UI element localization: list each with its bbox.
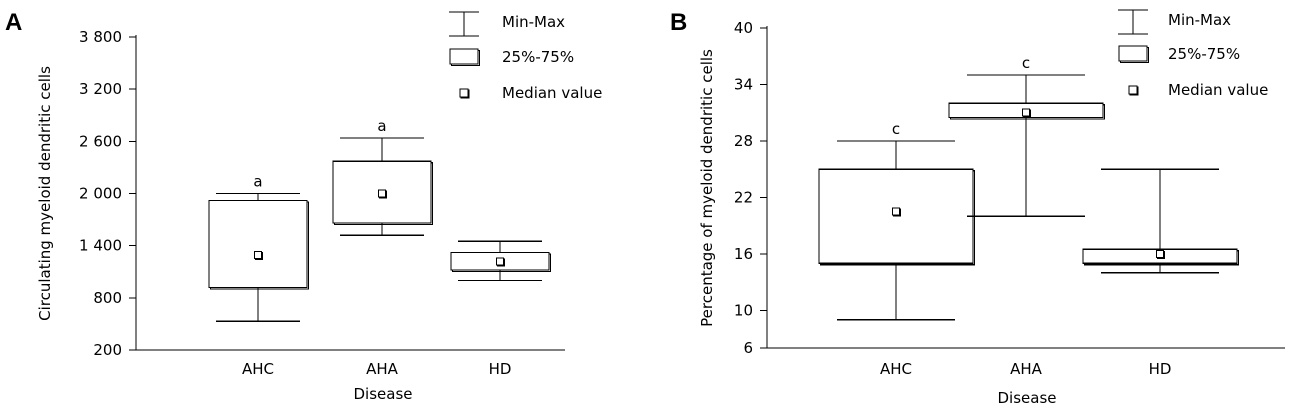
y-tick-label: 34 — [734, 75, 753, 93]
y-tick-label: 22 — [734, 188, 753, 206]
iqr-box — [208, 199, 308, 288]
y-tick-label: 16 — [734, 245, 753, 263]
y-tick-label: 2 000 — [79, 185, 122, 203]
x-category-label: AHA — [366, 360, 399, 378]
median-marker — [892, 207, 900, 216]
y-tick-label: 2 600 — [79, 132, 122, 150]
significance-label: a — [253, 173, 262, 191]
legend-median-icon — [459, 88, 469, 98]
x-axis-title: Disease — [998, 389, 1057, 407]
y-tick-label: 3 800 — [79, 28, 122, 46]
median-marker — [1156, 249, 1164, 258]
median-marker — [496, 257, 504, 266]
legend-box-icon — [1118, 45, 1148, 62]
y-tick-label: 40 — [734, 19, 753, 37]
y-tick-label: 6 — [743, 339, 753, 357]
legend-label: Min-Max — [502, 13, 565, 31]
x-category-label: AHA — [1010, 360, 1043, 378]
chart-panel-b: B 6 10 16 22 28 34 40 Percentage of myeloid dend… — [670, 9, 1285, 407]
legend-label: 25%-75% — [502, 48, 574, 66]
y-tick-label: 1 400 — [79, 237, 122, 255]
panel-letter: A — [5, 9, 22, 36]
legend-label: Median value — [502, 84, 602, 102]
box-hd — [450, 240, 552, 282]
y-axis-title: Percentage of myeloid dendritic cells — [698, 49, 716, 327]
legend-label: Median value — [1168, 81, 1268, 99]
x-category-label: HD — [489, 360, 512, 378]
x-category-label: AHC — [880, 360, 912, 378]
box-hd — [1082, 168, 1240, 274]
x-category-label: HD — [1149, 360, 1172, 378]
legend: Min-Max 25%-75% Median value — [449, 11, 602, 102]
legend: Min-Max 25%-75% Median value — [1118, 9, 1268, 99]
median-marker — [1022, 108, 1030, 117]
legend-label: Min-Max — [1168, 11, 1231, 29]
y-tick-label: 10 — [734, 301, 753, 319]
y-tick-label: 28 — [734, 132, 753, 150]
median-marker — [378, 189, 386, 198]
legend-median-icon — [1128, 85, 1138, 95]
significance-label: c — [892, 120, 900, 138]
panel-letter: B — [670, 9, 687, 36]
box-ahc: c — [818, 120, 976, 321]
legend-box-icon — [449, 48, 479, 65]
box-aha: c — [948, 54, 1106, 217]
significance-label: a — [377, 117, 386, 135]
median-marker — [254, 251, 262, 260]
y-axis-title: Circulating myeloid dendritic cells — [36, 66, 54, 321]
box-ahc: a — [208, 173, 310, 322]
iqr-box — [818, 168, 974, 264]
y-tick-label: 200 — [93, 341, 122, 359]
box-aha: a — [332, 117, 434, 236]
y-tick-label: 3 200 — [79, 80, 122, 98]
x-axis-title: Disease — [354, 385, 413, 403]
x-category-label: AHC — [242, 360, 274, 378]
y-tick-label: 800 — [93, 289, 122, 307]
legend-label: 25%-75% — [1168, 45, 1240, 63]
significance-label: c — [1022, 54, 1030, 72]
chart-panel-a: A 200 800 1 400 2 000 2 600 3 200 3 800 Circulat… — [5, 9, 602, 403]
